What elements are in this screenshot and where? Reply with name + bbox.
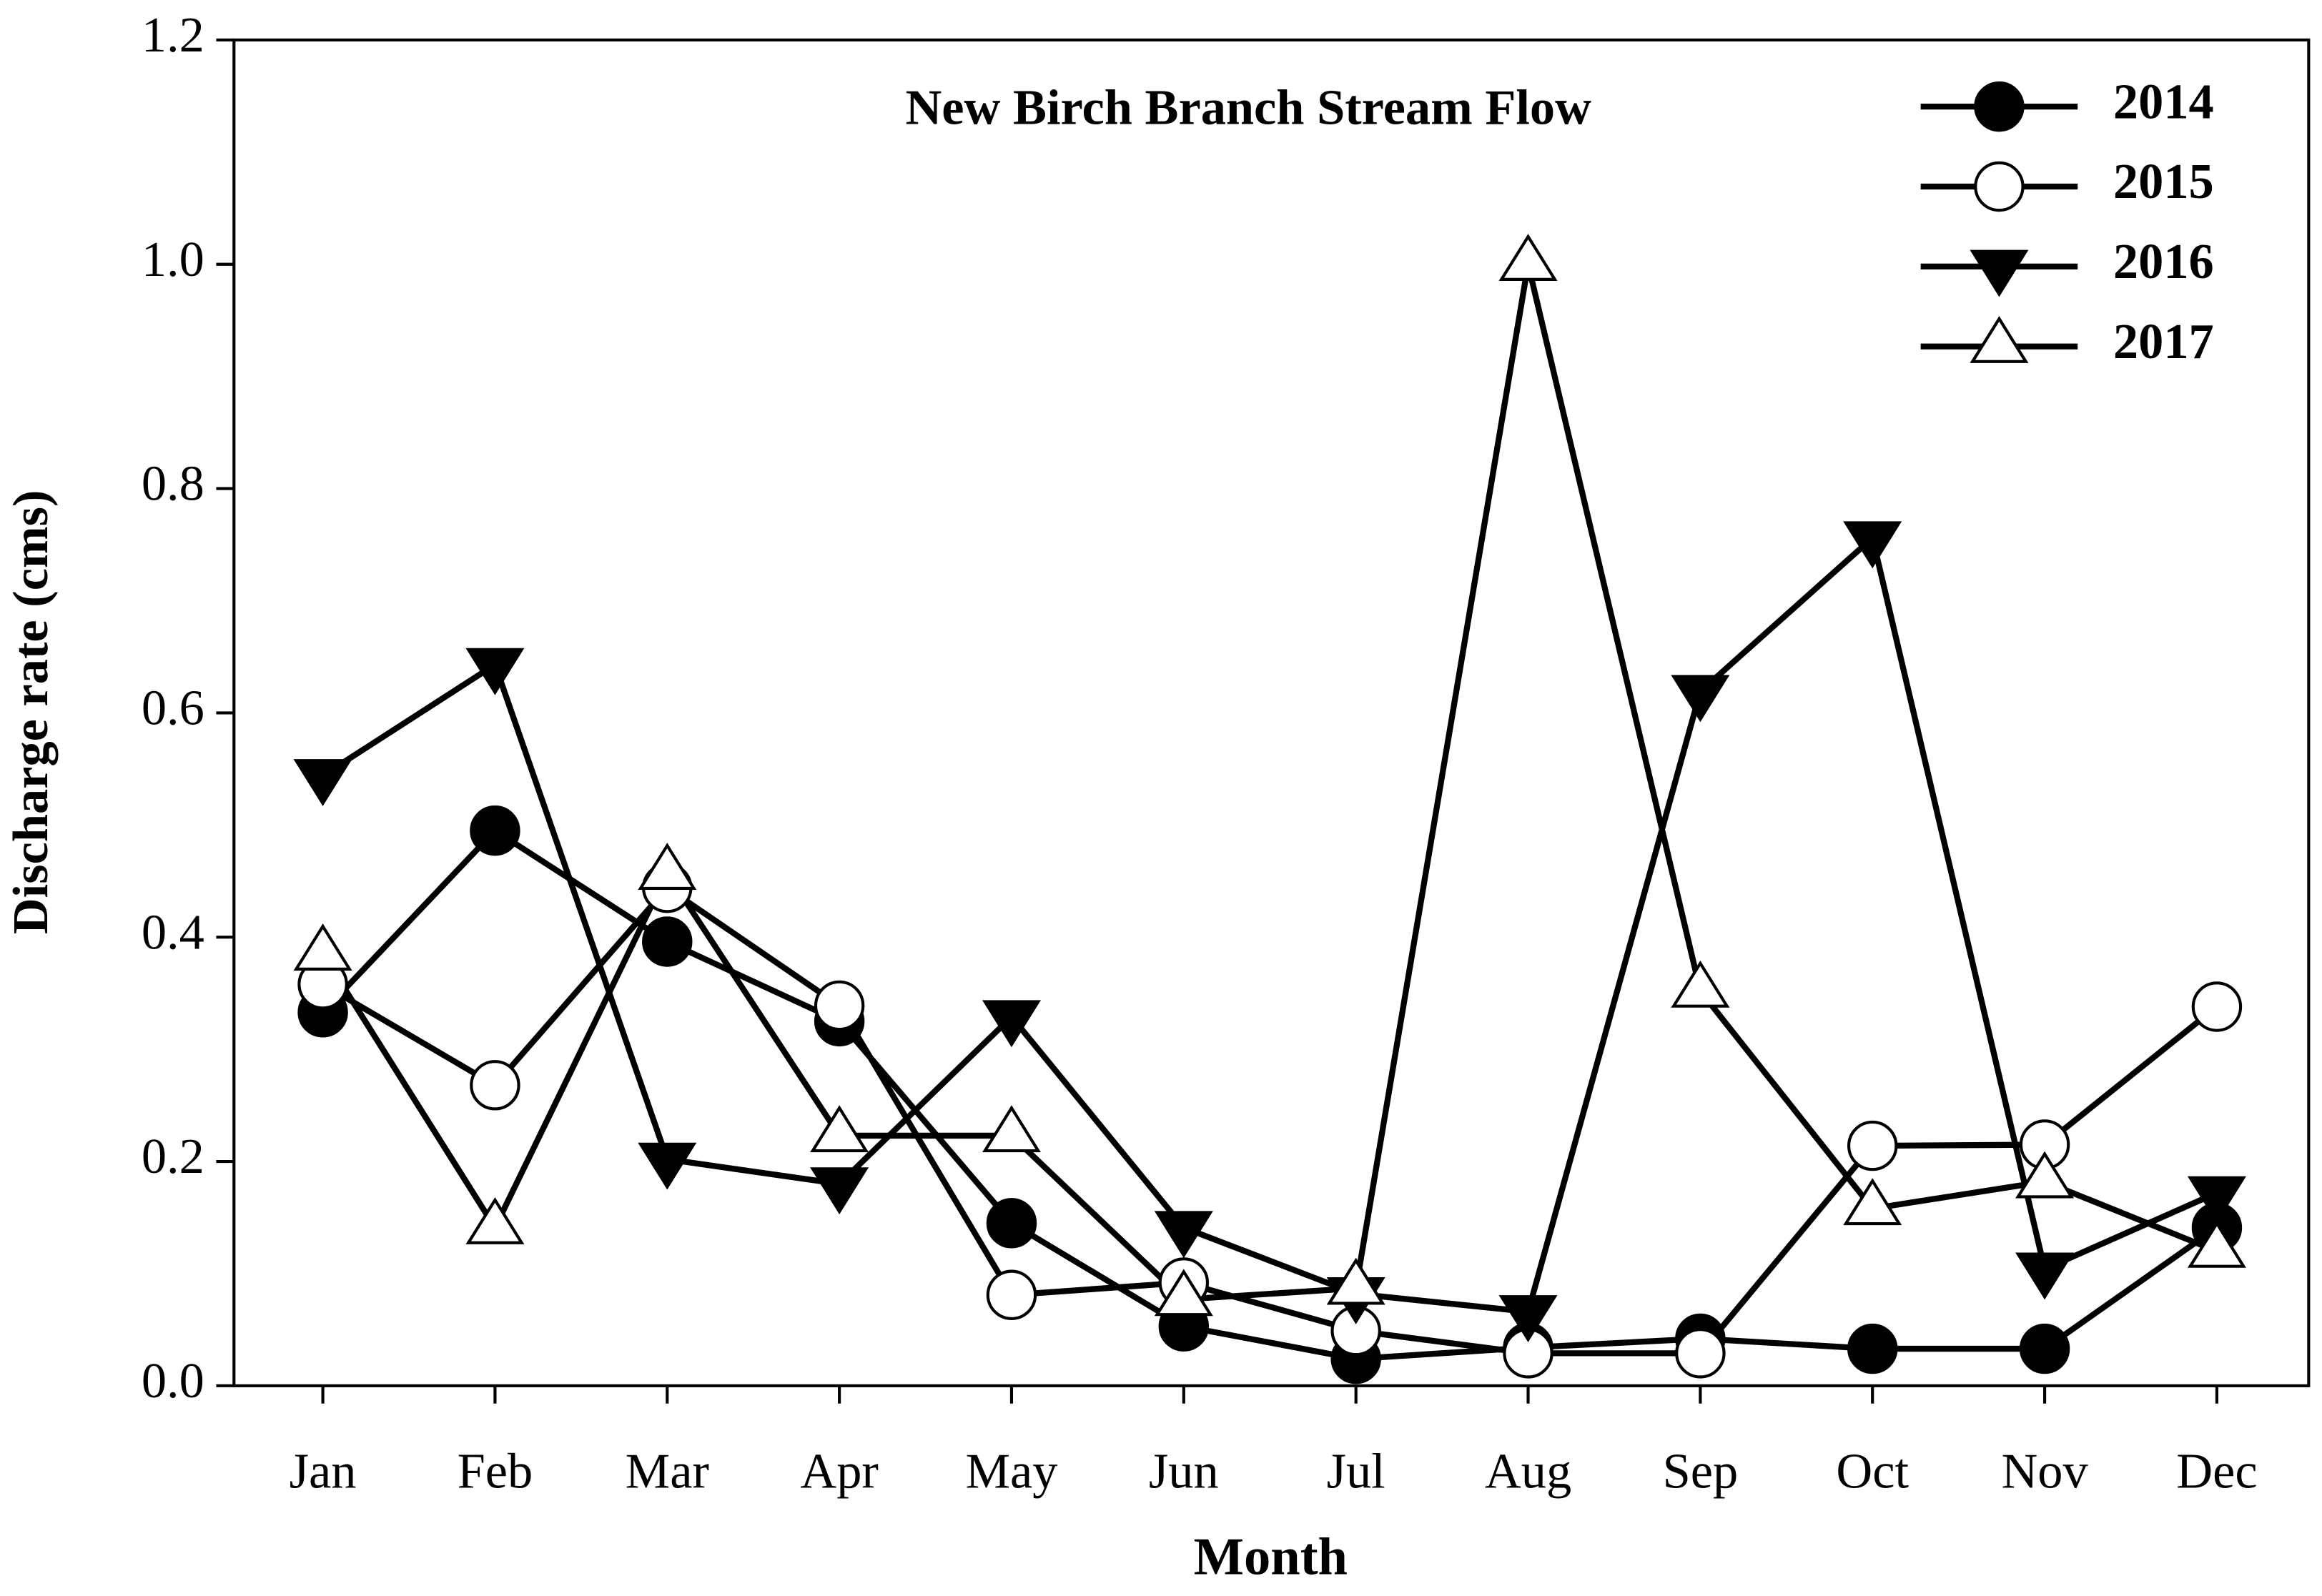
x-tick-label: Jul bbox=[1327, 1443, 1385, 1499]
marker bbox=[1843, 521, 1902, 569]
x-tick-label: May bbox=[965, 1443, 1057, 1499]
marker bbox=[2191, 981, 2243, 1032]
legend-label: 2014 bbox=[2113, 74, 2214, 129]
marker bbox=[814, 980, 865, 1031]
legend-marker bbox=[1974, 161, 2025, 212]
y-tick-label: 1.2 bbox=[142, 7, 204, 63]
y-tick-label: 0.0 bbox=[142, 1353, 204, 1409]
marker bbox=[1671, 960, 1730, 1008]
y-tick-label: 0.6 bbox=[142, 680, 204, 736]
marker bbox=[1498, 234, 1558, 281]
marker bbox=[465, 648, 525, 695]
marker bbox=[2187, 1176, 2246, 1224]
y-tick-label: 0.4 bbox=[142, 904, 204, 960]
marker bbox=[470, 805, 520, 856]
x-tick-label: Mar bbox=[626, 1443, 709, 1499]
legend-marker bbox=[1970, 249, 2029, 297]
x-tick-label: Dec bbox=[2176, 1443, 2257, 1499]
marker bbox=[986, 1269, 1037, 1320]
x-tick-label: Sep bbox=[1663, 1443, 1739, 1499]
marker bbox=[638, 1142, 697, 1190]
marker bbox=[638, 843, 697, 890]
marker bbox=[2015, 1252, 2075, 1300]
series-line bbox=[320, 826, 2219, 1362]
marker bbox=[1326, 1257, 1385, 1305]
marker bbox=[293, 923, 352, 971]
x-tick-label: Jun bbox=[1149, 1443, 1219, 1499]
x-tick-label: Nov bbox=[2001, 1443, 2088, 1499]
x-tick-label: Apr bbox=[800, 1443, 879, 1499]
y-tick-label: 1.0 bbox=[142, 232, 204, 287]
marker bbox=[1675, 1328, 1726, 1379]
marker bbox=[2015, 1151, 2075, 1199]
legend-marker bbox=[1974, 81, 2025, 132]
marker bbox=[465, 1196, 525, 1244]
x-tick-label: Aug bbox=[1485, 1443, 1571, 1499]
x-tick-label: Feb bbox=[458, 1443, 533, 1499]
marker bbox=[1671, 675, 1730, 723]
marker bbox=[642, 916, 693, 967]
marker bbox=[2019, 1323, 2070, 1374]
legend-marker bbox=[1970, 316, 2029, 363]
series-line bbox=[321, 532, 2218, 1315]
marker bbox=[1843, 1178, 1902, 1226]
legend-label: 2016 bbox=[2113, 234, 2214, 289]
marker bbox=[810, 1167, 869, 1215]
legend-label: 2017 bbox=[2113, 314, 2214, 370]
x-tick-label: Jan bbox=[290, 1443, 357, 1499]
marker bbox=[1847, 1323, 1898, 1374]
y-axis-label: Discharge rate (cms) bbox=[3, 490, 59, 935]
marker bbox=[1847, 1120, 1898, 1171]
x-axis-label: Month bbox=[1194, 1527, 1348, 1586]
series-line bbox=[321, 883, 2219, 1357]
series-line bbox=[320, 263, 2218, 1303]
legend-label: 2015 bbox=[2113, 154, 2214, 209]
marker bbox=[982, 1105, 1041, 1153]
marker bbox=[982, 1000, 1041, 1048]
plot-frame bbox=[232, 38, 2311, 1387]
marker bbox=[293, 759, 352, 806]
marker bbox=[986, 1198, 1037, 1249]
marker bbox=[1154, 1211, 1213, 1259]
y-tick-label: 0.8 bbox=[142, 456, 204, 512]
chart-title: New Birch Branch Stream Flow bbox=[905, 80, 1591, 136]
y-tick-label: 0.2 bbox=[142, 1129, 204, 1184]
marker bbox=[1154, 1269, 1213, 1317]
marker bbox=[810, 1105, 869, 1153]
marker bbox=[470, 1060, 520, 1111]
marker bbox=[1498, 1295, 1558, 1342]
marker bbox=[2187, 1220, 2246, 1268]
x-tick-label: Oct bbox=[1836, 1443, 1909, 1499]
